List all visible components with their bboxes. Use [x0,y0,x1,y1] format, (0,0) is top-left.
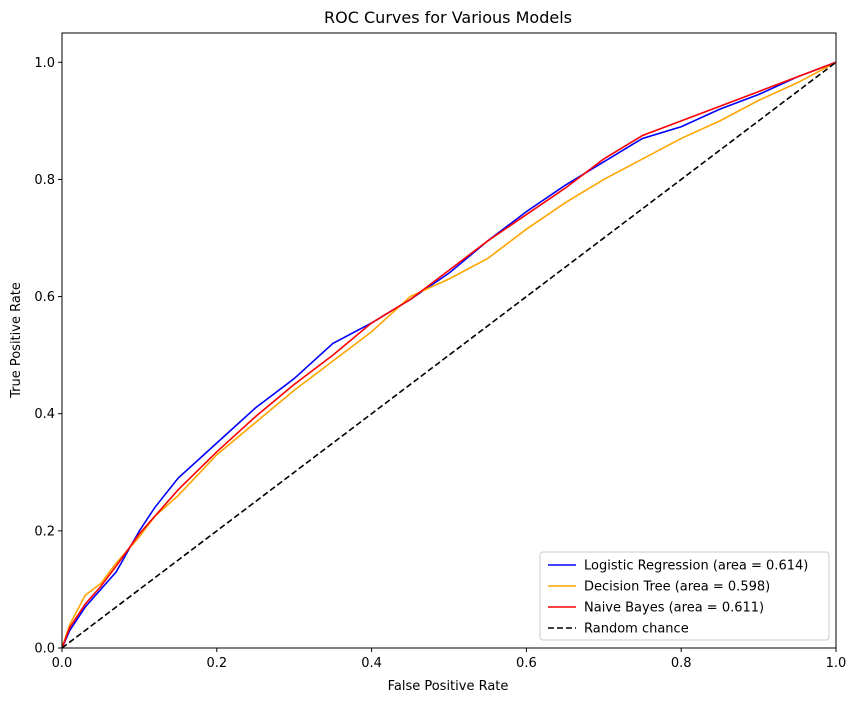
legend-label-1: Decision Tree (area = 0.598) [584,580,770,595]
y-axis-label: True Positive Rate [9,282,24,399]
y-tick-label: 0.0 [34,642,55,657]
x-tick-label: 0.6 [516,656,537,671]
legend-box [539,551,830,641]
series-line-1 [61,61,837,649]
plot-frame [61,32,837,649]
x-tick-label: 0.8 [671,656,692,671]
x-tick-label: 1.0 [826,656,847,671]
x-tick-label: 0.0 [52,656,73,671]
x-tick-label: 0.4 [361,656,382,671]
chart-title: ROC Curves for Various Models [324,8,572,27]
y-tick-label: 0.4 [34,407,55,422]
plot-area: 0.0 0.2 0.4 0.6 0.8 1.0 0.0 0.2 0.4 0.6 0.8 1.0 [34,32,847,671]
y-tick-label: 0.2 [34,524,55,539]
legend-label-2: Naive Bayes (area = 0.611) [584,601,764,616]
legend-label-3: Random chance [584,622,689,637]
series-line-2 [61,61,837,649]
legend-label-0: Logistic Regression (area = 0.614) [584,559,808,574]
y-tick-label: 1.0 [34,56,55,71]
y-tick-label: 0.8 [34,173,55,188]
y-tick-label: 0.6 [34,290,55,305]
x-tick-label: 0.2 [206,656,227,671]
x-axis-label: False Positive Rate [388,679,509,694]
legend: Logistic Regression (area = 0.614) Decisi… [539,551,830,641]
